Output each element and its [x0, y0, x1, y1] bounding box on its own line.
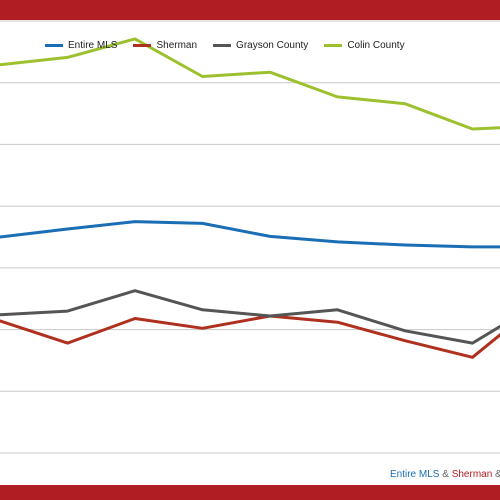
legend-swatch: [324, 43, 343, 47]
legend-item-grayson-county: Grayson County: [213, 40, 308, 51]
footer-band: [0, 485, 500, 500]
footer-caption-part1: Entire MLS: [390, 469, 440, 480]
footer-caption: Entire MLS & Sherman &: [390, 469, 500, 480]
footer-caption-sep2: &: [492, 469, 500, 480]
legend-swatch: [133, 43, 152, 47]
chart-legend: Entire MLS Sherman Grayson County Colin Cou…: [45, 38, 405, 52]
legend-item-colin-county: Colin County: [324, 39, 405, 51]
series-lines: [0, 37, 500, 359]
legend-label: Entire MLS: [68, 39, 118, 51]
series-line-entire-mls: [0, 220, 500, 249]
footer-caption-part2: Sherman: [451, 469, 493, 480]
footer-caption-sep1: &: [439, 469, 452, 480]
header-band: [0, 0, 500, 20]
legend-item-sherman: Sherman: [133, 40, 197, 51]
legend-label: Colin County: [347, 39, 405, 51]
legend-swatch: [213, 43, 232, 47]
legend-swatch: [45, 43, 63, 47]
line-chart: [0, 20, 500, 454]
series-line-sherman: [0, 314, 500, 359]
legend-item-entire-mls: Entire MLS: [45, 40, 117, 51]
series-line-grayson-county: [0, 289, 500, 345]
legend-label: Sherman: [156, 39, 198, 51]
legend-label: Grayson County: [236, 39, 309, 51]
series-line-colin-county: [0, 37, 500, 131]
gridlines: [0, 20, 500, 454]
